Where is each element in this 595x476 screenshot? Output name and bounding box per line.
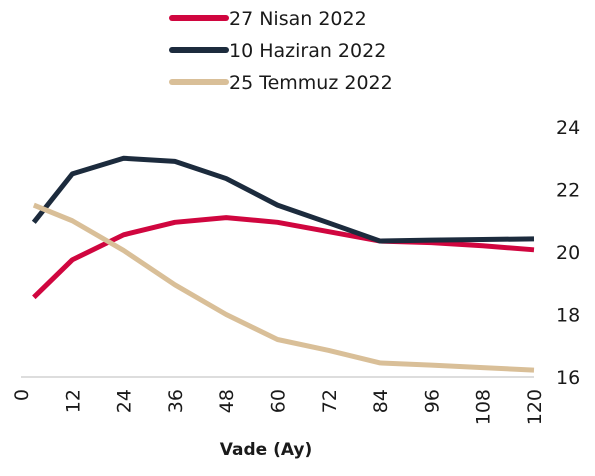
x-tick-label: 24 bbox=[114, 389, 136, 413]
legend-label: 10 Haziran 2022 bbox=[229, 40, 386, 62]
x-tick-label: 120 bbox=[524, 389, 546, 425]
x-tick-label: 12 bbox=[62, 389, 84, 413]
series-line bbox=[31, 155, 535, 244]
y-tick-label: 16 bbox=[556, 367, 580, 389]
x-tick-label: 48 bbox=[216, 389, 238, 413]
x-tick-label: 0 bbox=[11, 389, 33, 401]
y-tick-label: 18 bbox=[556, 305, 580, 327]
y-tick-label: 22 bbox=[556, 180, 580, 202]
y-tick-label: 24 bbox=[556, 117, 580, 139]
legend-label: 27 Nisan 2022 bbox=[229, 8, 367, 30]
x-tick-label: 96 bbox=[421, 389, 443, 413]
x-tick-label: 72 bbox=[319, 389, 341, 413]
series-line bbox=[32, 202, 535, 373]
x-axis-label: Vade (Ay) bbox=[220, 440, 313, 460]
legend-label: 25 Temmuz 2022 bbox=[229, 72, 393, 94]
x-tick-label: 60 bbox=[268, 389, 290, 413]
x-tick-label: 84 bbox=[370, 389, 392, 413]
series-line bbox=[32, 215, 535, 300]
x-tick-label: 108 bbox=[473, 389, 495, 425]
x-tick-label: 36 bbox=[165, 389, 187, 413]
y-tick-label: 20 bbox=[556, 242, 580, 264]
